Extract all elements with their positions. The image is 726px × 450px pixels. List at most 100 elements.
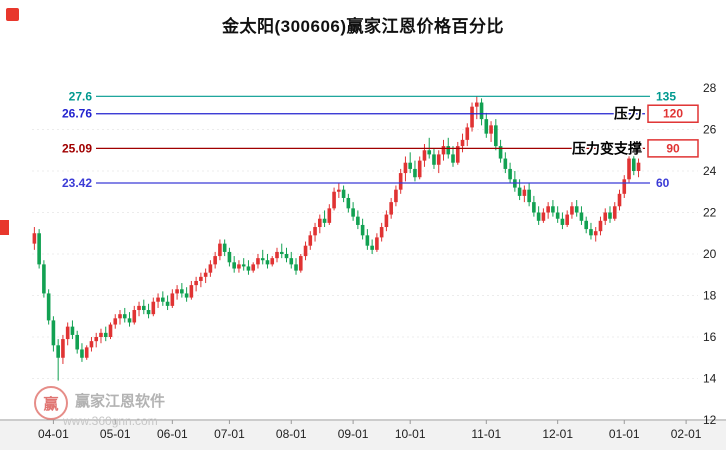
candle-body bbox=[365, 235, 370, 246]
y-axis-label: 22 bbox=[703, 206, 717, 220]
candle-body bbox=[517, 187, 522, 196]
level-annotation: 压力变支撑 bbox=[572, 140, 642, 156]
candle-body bbox=[61, 339, 65, 358]
candle-body bbox=[170, 293, 175, 306]
level-value-box bbox=[647, 104, 699, 123]
candle-body bbox=[308, 235, 313, 246]
candle-body bbox=[151, 301, 156, 315]
candle-body bbox=[413, 168, 417, 178]
candle-body bbox=[213, 256, 217, 265]
candle-body bbox=[560, 218, 565, 225]
window-corner-mark bbox=[6, 8, 19, 21]
y-axis-label: 20 bbox=[703, 247, 717, 261]
candle-body bbox=[508, 168, 512, 180]
candle-body bbox=[332, 191, 336, 209]
candle-body bbox=[246, 266, 251, 271]
candle-body bbox=[94, 337, 99, 342]
level-right-label: 60 bbox=[656, 176, 670, 190]
candle-body bbox=[137, 305, 141, 311]
candle-body bbox=[99, 332, 103, 337]
candle-body bbox=[617, 193, 622, 207]
x-axis-label: 09-01 bbox=[338, 427, 369, 441]
candle-body bbox=[603, 212, 608, 221]
candle-body bbox=[422, 150, 427, 161]
y-axis-label: 14 bbox=[703, 372, 717, 386]
candle-body bbox=[484, 119, 489, 134]
candle-body bbox=[551, 206, 555, 213]
candle-body bbox=[579, 212, 584, 221]
x-axis-label: 06-01 bbox=[157, 427, 188, 441]
candle-body bbox=[189, 285, 194, 298]
candle-body bbox=[593, 231, 598, 236]
candle-body bbox=[127, 318, 132, 323]
candle-body bbox=[32, 233, 37, 244]
candle-body bbox=[118, 314, 122, 319]
candle-body bbox=[227, 251, 232, 263]
candle-body bbox=[360, 224, 365, 236]
candle-body bbox=[408, 162, 413, 169]
level-left-label: 25.09 bbox=[62, 141, 92, 155]
candle-body bbox=[446, 146, 451, 155]
candle-body bbox=[317, 218, 322, 228]
candle-body bbox=[265, 260, 270, 265]
candle-body bbox=[470, 106, 474, 128]
candle-body bbox=[565, 214, 569, 225]
candle-body bbox=[346, 197, 351, 209]
candle-body bbox=[141, 305, 146, 311]
candle-body bbox=[208, 264, 213, 273]
level-annotation: 压力 bbox=[614, 106, 642, 122]
left-edge-mark bbox=[0, 220, 9, 235]
candle-body bbox=[379, 227, 384, 238]
candle-body bbox=[631, 158, 636, 171]
candle-body bbox=[527, 189, 531, 203]
candle-body bbox=[194, 280, 198, 286]
candle-body bbox=[403, 162, 408, 174]
x-axis-label: 11-01 bbox=[471, 427, 501, 441]
candle-body bbox=[589, 229, 593, 236]
candle-body bbox=[146, 310, 151, 315]
x-axis-band bbox=[0, 421, 726, 450]
candle-body bbox=[56, 345, 60, 358]
candle-body bbox=[522, 189, 527, 196]
candle-body bbox=[279, 251, 284, 254]
candle-body bbox=[156, 297, 160, 302]
candle-body bbox=[479, 102, 484, 120]
candle-body bbox=[636, 162, 641, 171]
candle-body bbox=[241, 264, 246, 267]
candle-body bbox=[275, 251, 279, 259]
y-axis-label: 26 bbox=[703, 123, 717, 137]
candle-body bbox=[203, 272, 208, 277]
candle-body bbox=[460, 139, 465, 147]
candle-body bbox=[375, 237, 379, 250]
candle-body bbox=[89, 341, 94, 348]
candle-body bbox=[546, 206, 550, 213]
candle-body bbox=[384, 214, 389, 228]
x-axis-label: 12-01 bbox=[542, 427, 573, 441]
candle-body bbox=[180, 289, 184, 294]
level-left-label: 26.76 bbox=[62, 107, 92, 121]
candle-body bbox=[455, 146, 460, 163]
candle-body bbox=[370, 245, 374, 250]
candle-body bbox=[570, 206, 574, 215]
candle-body bbox=[42, 264, 46, 294]
candle-body bbox=[65, 326, 70, 340]
candle-body bbox=[584, 220, 589, 230]
candle-body bbox=[222, 243, 227, 252]
candle-body bbox=[103, 332, 108, 337]
candle-body bbox=[199, 276, 203, 281]
candle-body bbox=[260, 258, 265, 261]
x-axis-label: 04-01 bbox=[38, 427, 69, 441]
candle-body bbox=[489, 125, 493, 134]
candle-body bbox=[303, 245, 308, 257]
level-value-box bbox=[647, 139, 699, 158]
candle-body bbox=[608, 212, 612, 219]
y-axis-label: 12 bbox=[703, 413, 717, 427]
x-axis-label: 10-01 bbox=[395, 427, 426, 441]
candle-body bbox=[474, 102, 479, 107]
candle-body bbox=[436, 154, 441, 165]
candle-body bbox=[498, 146, 503, 159]
level-left-label: 23.42 bbox=[62, 176, 92, 190]
candle-body bbox=[451, 154, 455, 163]
x-axis-label: 02-01 bbox=[671, 427, 702, 441]
